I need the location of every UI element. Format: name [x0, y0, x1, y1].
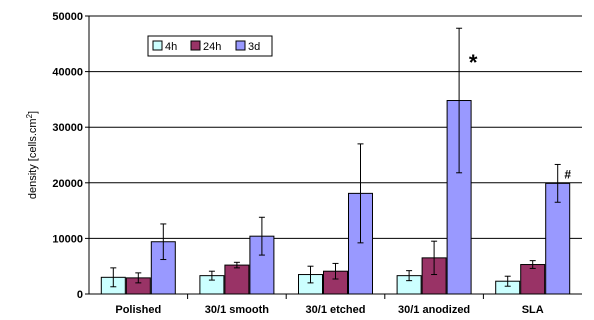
- x-tick-label: SLA: [522, 304, 544, 316]
- legend-swatch: [152, 40, 163, 51]
- annotation-mark: *: [469, 50, 478, 75]
- y-axis-label: density [cells.cm2]: [25, 111, 40, 199]
- x-tick-label: Polished: [115, 304, 161, 316]
- gridlines: [85, 15, 582, 295]
- tick-labels: 0 10000 20000 30000 40000 50000 Polished 30/1 s…: [52, 11, 543, 316]
- annotation-mark: #: [564, 167, 571, 181]
- y-tick-label: 50000: [52, 11, 83, 23]
- legend: 4h 24h 3d: [147, 35, 273, 57]
- bar: [520, 264, 546, 295]
- y-tick-label: 10000: [52, 233, 83, 245]
- legend-label: 4h: [165, 41, 177, 53]
- y-tick-label: 40000: [52, 67, 83, 79]
- y-tick-label: 30000: [52, 122, 83, 134]
- legend-swatch: [190, 40, 201, 51]
- axes: [88, 16, 582, 299]
- legend-label: 24h: [203, 41, 221, 53]
- x-tick-label: 30/1 anodized: [398, 304, 470, 316]
- bar: [224, 264, 250, 295]
- y-tick-label: 20000: [52, 178, 83, 190]
- bars: [100, 27, 571, 295]
- legend-swatch: [235, 40, 246, 51]
- annotations: *#: [469, 50, 572, 181]
- x-tick-label: 30/1 etched: [306, 304, 366, 316]
- x-tick-label: 30/1 smooth: [205, 304, 269, 316]
- legend-label: 3d: [248, 41, 260, 53]
- y-tick-label: 0: [77, 289, 83, 301]
